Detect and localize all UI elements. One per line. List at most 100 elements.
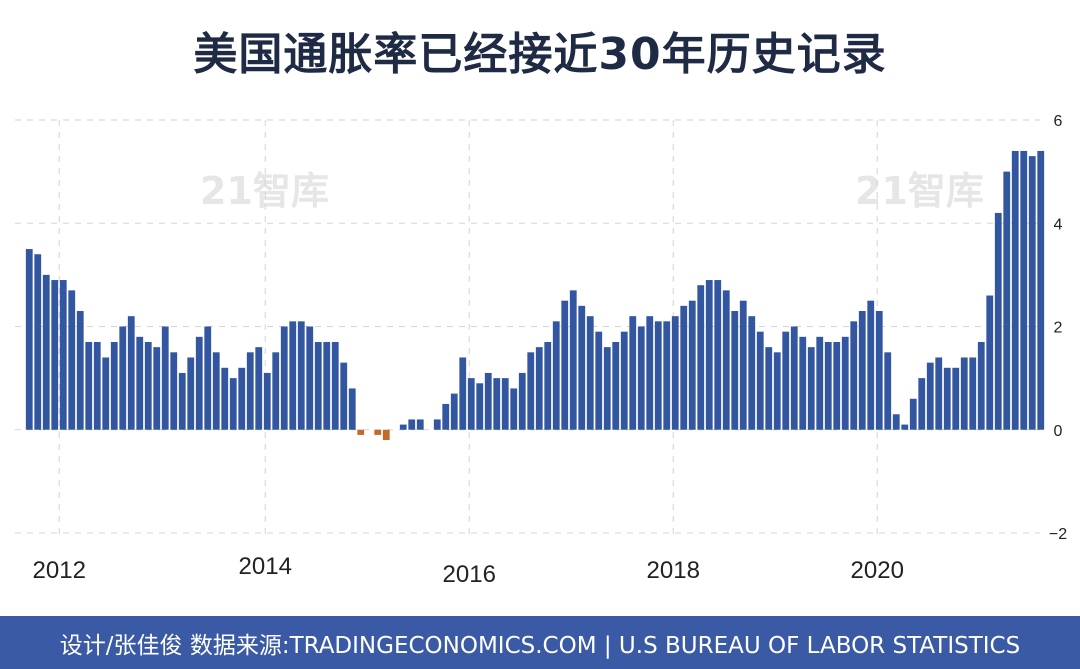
bar <box>1037 150 1045 430</box>
bar <box>731 311 739 430</box>
bar <box>518 372 526 430</box>
bar <box>892 414 900 430</box>
bar <box>773 352 781 430</box>
bar <box>578 305 586 430</box>
bar <box>612 341 620 430</box>
bar <box>93 341 101 430</box>
bar <box>790 326 798 430</box>
bar <box>340 362 348 430</box>
x-tick-label: 2018 <box>647 557 700 584</box>
bar <box>450 393 458 430</box>
bar <box>272 352 280 430</box>
bar <box>357 429 365 435</box>
bar <box>637 326 645 430</box>
bar <box>255 347 263 430</box>
bar <box>331 341 339 430</box>
bar <box>246 352 254 430</box>
bar <box>178 372 186 430</box>
bar <box>620 331 628 430</box>
bar <box>986 295 994 430</box>
bar <box>850 321 858 430</box>
bar <box>595 331 603 430</box>
bar <box>603 347 611 430</box>
bar <box>629 316 637 430</box>
bar <box>697 285 705 430</box>
bar <box>807 347 815 430</box>
footer-bar: 设计/张佳俊 数据来源:TRADINGECONOMICS.COM | U.S B… <box>0 616 1080 669</box>
bar <box>212 352 220 430</box>
bar <box>935 357 943 430</box>
bar <box>433 419 441 430</box>
bar <box>314 341 322 430</box>
bar <box>841 336 849 430</box>
bar <box>977 341 985 430</box>
bar <box>68 290 76 430</box>
bar <box>799 336 807 430</box>
bar <box>561 300 569 430</box>
bar <box>493 378 501 430</box>
y-tick-label: 2 <box>1054 320 1063 337</box>
bar <box>187 357 195 430</box>
x-tick-label: 2012 <box>33 557 86 584</box>
bar <box>994 212 1002 430</box>
bar <box>102 357 110 430</box>
bar <box>467 378 475 430</box>
bar <box>348 388 356 430</box>
bar <box>739 300 747 430</box>
inflation-bar-chart: 6 4 2 0 −2 2012 2014 2016 2018 2020 <box>15 113 1067 588</box>
bar <box>110 341 118 430</box>
y-axis-ticks: 6 4 2 0 −2 <box>1049 113 1067 543</box>
bar <box>688 300 696 430</box>
y-tick-label: −2 <box>1049 526 1067 543</box>
bar <box>382 429 390 441</box>
bar <box>544 341 552 430</box>
bar <box>960 357 968 430</box>
bar <box>127 316 135 430</box>
bar <box>918 378 926 430</box>
bar <box>901 424 909 430</box>
bar <box>535 347 543 430</box>
bar <box>399 424 407 430</box>
bar <box>34 254 42 430</box>
bar <box>748 316 756 430</box>
y-tick-label: 4 <box>1054 216 1063 233</box>
x-axis-ticks: 2012 2014 2016 2018 2020 <box>33 553 904 588</box>
bar <box>501 378 509 430</box>
x-tick-label: 2020 <box>851 557 904 584</box>
bar <box>782 331 790 430</box>
bar <box>59 280 67 430</box>
bar <box>552 321 560 430</box>
bar <box>714 280 722 430</box>
bar <box>833 341 841 430</box>
bar <box>42 274 50 430</box>
bar <box>1003 171 1011 430</box>
bar <box>646 316 654 430</box>
bar <box>263 372 271 430</box>
bar <box>816 336 824 430</box>
bar <box>297 321 305 430</box>
bar <box>909 398 917 430</box>
bar <box>476 383 484 430</box>
bar <box>510 388 518 430</box>
bar <box>722 290 730 430</box>
bar <box>765 347 773 430</box>
bar <box>654 321 662 430</box>
x-tick-label: 2014 <box>239 553 292 580</box>
bar <box>76 311 84 430</box>
bar <box>1020 150 1028 430</box>
bar <box>306 326 314 430</box>
bar <box>680 305 688 430</box>
bar <box>442 403 450 430</box>
x-tick-label: 2016 <box>443 561 496 588</box>
bar <box>119 326 127 430</box>
bar <box>586 316 594 430</box>
bar <box>25 249 33 430</box>
bar <box>824 341 832 430</box>
bar <box>229 378 237 430</box>
bar <box>374 429 382 435</box>
bar <box>569 290 577 430</box>
y-tick-label: 0 <box>1054 423 1063 440</box>
bar <box>705 280 713 430</box>
page-title: 美国通胀率已经接近30年历史记录 <box>193 29 887 80</box>
bar <box>1011 150 1019 430</box>
